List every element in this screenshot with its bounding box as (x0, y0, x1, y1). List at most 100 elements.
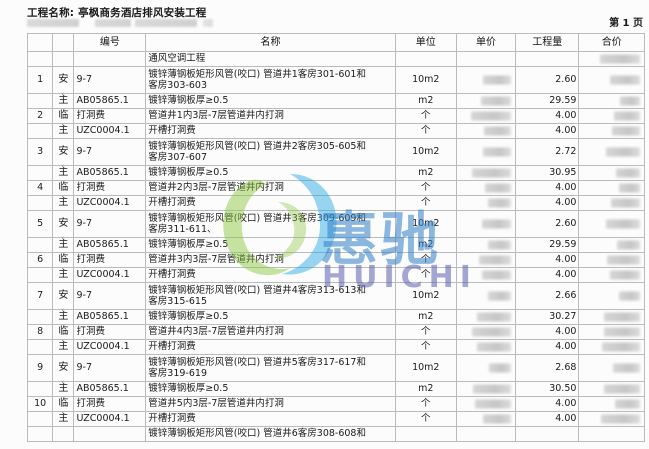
table-row[interactable]: 主 UZC0004.1 开槽打洞费个 4.00 (28, 268, 645, 283)
cell-name: 镀锌薄钢板厚≥0.5 (146, 94, 395, 109)
cell-category: 主 (53, 340, 74, 355)
cell-seq (28, 238, 53, 253)
cell-seq: 9 (28, 355, 53, 382)
cell-unit: 个 (395, 124, 456, 139)
cell-quantity: 2.60 (516, 211, 579, 238)
cell-unit-price-redacted (456, 139, 515, 166)
table-header: 编号 名称 单位 单价 工程量 合价 (28, 34, 645, 52)
cell-unit-price-redacted (456, 397, 515, 412)
cell-code: UZC0004.1 (74, 196, 146, 211)
table-row[interactable]: 主 AB05865.1 镀锌薄钢板厚≥0.5 m2 30.95 (28, 166, 645, 181)
cell-unit: 个 (395, 109, 456, 124)
cell-unit-price-redacted (456, 310, 515, 325)
cell-name: 镀锌薄钢板矩形风管(咬口) 管道井4客房313-613和 客房315-615 (146, 283, 395, 310)
cell-name: 镀锌薄钢板矩形风管(咬口) 管道井6客房308-608和 (146, 427, 395, 442)
cell-name: 开槽打洞费 (146, 268, 395, 283)
cell-quantity: 30.27 (516, 310, 579, 325)
cell-name: 镀锌薄钢板矩形风管(咬口) 管道井2客房305-605和 客房307-607 (146, 139, 395, 166)
cell-quantity (516, 52, 579, 67)
cell-category: 主 (53, 196, 74, 211)
col-header-code: 编号 (74, 34, 146, 52)
cell-total-price-redacted (579, 109, 645, 124)
table-row[interactable]: 9 安 9-7 镀锌薄钢板矩形风管(咬口) 管道井5客房317-617和 客房319-6… (28, 355, 645, 382)
table-row[interactable]: 主 AB05865.1 镀锌薄钢板厚≥0.5 m2 30.27 (28, 310, 645, 325)
cell-category: 主 (53, 124, 74, 139)
project-name: 亭枫商务酒店排风安装工程 (78, 7, 206, 19)
cell-code (74, 427, 146, 442)
cell-seq: 4 (28, 181, 53, 196)
cell-total-price-redacted (579, 196, 645, 211)
table-row[interactable]: 10 临打洞费 管道井5内3层-7层管道井内打洞个 4.00 (28, 397, 645, 412)
cell-category: 主 (53, 310, 74, 325)
cell-seq (28, 52, 53, 67)
cell-name: 镀锌薄钢板厚≥0.5 (146, 166, 395, 181)
cell-seq (28, 412, 53, 427)
cell-seq (28, 124, 53, 139)
cell-category: 主 (53, 268, 74, 283)
cell-total-price-redacted (579, 67, 645, 94)
page-number: 第 1 页 (609, 14, 643, 29)
cell-quantity: 29.59 (516, 94, 579, 109)
table-row[interactable]: 主 UZC0004.1 开槽打洞费个 4.00 (28, 196, 645, 211)
cell-unit-price-redacted (456, 238, 515, 253)
cell-quantity: 4.00 (516, 124, 579, 139)
table-row[interactable]: 7 安 9-7 镀锌薄钢板矩形风管(咬口) 管道井4客房313-613和 客房315-6… (28, 283, 645, 310)
table-row[interactable]: 主 UZC0004.1 开槽打洞费个 4.00 (28, 412, 645, 427)
cell-total-price-redacted (579, 325, 645, 340)
table-row[interactable]: 4 临打洞费 管道井2内3层-7层管道井内打洞个 4.00 (28, 181, 645, 196)
table-row[interactable]: 主 AB05865.1 镀锌薄钢板厚≥0.5 m2 29.59 (28, 94, 645, 109)
table-row[interactable]: 通风空调工程 (28, 52, 645, 67)
col-header-category (53, 34, 74, 52)
cell-code: 打洞费 (74, 109, 146, 124)
cell-unit: 个 (395, 340, 456, 355)
cell-name: 开槽打洞费 (146, 124, 395, 139)
col-header-quantity: 工程量 (516, 34, 579, 52)
table-row[interactable]: 8 临打洞费 管道井4内3层-7层管道井内打洞个 4.00 (28, 325, 645, 340)
document-header: 工程名称: 亭枫商务酒店排风安装工程 第 1 页 (0, 0, 649, 36)
cell-total-price-redacted (579, 124, 645, 139)
table-row[interactable]: 主 AB05865.1 镀锌薄钢板厚≥0.5 m2 30.50 (28, 382, 645, 397)
col-header-unit-price: 单价 (456, 34, 515, 52)
table-row[interactable]: 1 安 9-7 镀锌薄钢板矩形风管(咬口) 管道井1客房301-601和 客房303-6… (28, 67, 645, 94)
table-row[interactable]: 3 安 9-7 镀锌薄钢板矩形风管(咬口) 管道井2客房305-605和 客房307-6… (28, 139, 645, 166)
cell-seq (28, 196, 53, 211)
cell-unit: 个 (395, 253, 456, 268)
cell-seq (28, 310, 53, 325)
cell-unit-price-redacted (456, 427, 515, 442)
table-row[interactable]: 主 AB05865.1 镀锌薄钢板厚≥0.5 m2 29.59 (28, 238, 645, 253)
cell-seq: 5 (28, 211, 53, 238)
cell-seq (28, 427, 53, 442)
cell-unit-price-redacted (456, 196, 515, 211)
cell-unit: m2 (395, 382, 456, 397)
cell-category: 临 (53, 325, 74, 340)
cell-category: 主 (53, 94, 74, 109)
cell-category: 临 (53, 397, 74, 412)
table-row[interactable]: 镀锌薄钢板矩形风管(咬口) 管道井6客房308-608和 (28, 427, 645, 442)
cell-name: 镀锌薄钢板厚≥0.5 (146, 382, 395, 397)
cell-seq: 2 (28, 109, 53, 124)
cell-code: 9-7 (74, 67, 146, 94)
cell-code (74, 52, 146, 67)
cell-quantity: 4.00 (516, 253, 579, 268)
cell-quantity: 2.60 (516, 67, 579, 94)
document-page: 工程名称: 亭枫商务酒店排风安装工程 第 1 页 编号 名称 单位 单价 工程量… (0, 0, 649, 449)
cell-total-price-redacted (579, 166, 645, 181)
cell-seq: 1 (28, 67, 53, 94)
table-row[interactable]: 主 UZC0004.1 开槽打洞费个 4.00 (28, 124, 645, 139)
cell-name: 通风空调工程 (146, 52, 395, 67)
cell-category: 临 (53, 109, 74, 124)
cell-code: AB05865.1 (74, 238, 146, 253)
cell-unit-price-redacted (456, 94, 515, 109)
cell-category (53, 427, 74, 442)
cell-unit: 个 (395, 181, 456, 196)
cell-category: 主 (53, 238, 74, 253)
cell-quantity: 2.72 (516, 139, 579, 166)
cell-total-price-redacted (579, 412, 645, 427)
table-row[interactable]: 2 临打洞费 管道井1内3层-7层管道井内打洞个 4.00 (28, 109, 645, 124)
table-row[interactable]: 5 安 9-7 镀锌薄钢板矩形风管(咬口) 管道井3客房309-609和 客房311-6… (28, 211, 645, 238)
table-row[interactable]: 主 UZC0004.1 开槽打洞费个 4.00 (28, 340, 645, 355)
cell-name: 镀锌薄钢板厚≥0.5 (146, 310, 395, 325)
cell-name: 管道井3内3层-7层管道井内打洞 (146, 253, 395, 268)
table-row[interactable]: 6 临打洞费 管道井3内3层-7层管道井内打洞个 4.00 (28, 253, 645, 268)
cell-code: 9-7 (74, 139, 146, 166)
